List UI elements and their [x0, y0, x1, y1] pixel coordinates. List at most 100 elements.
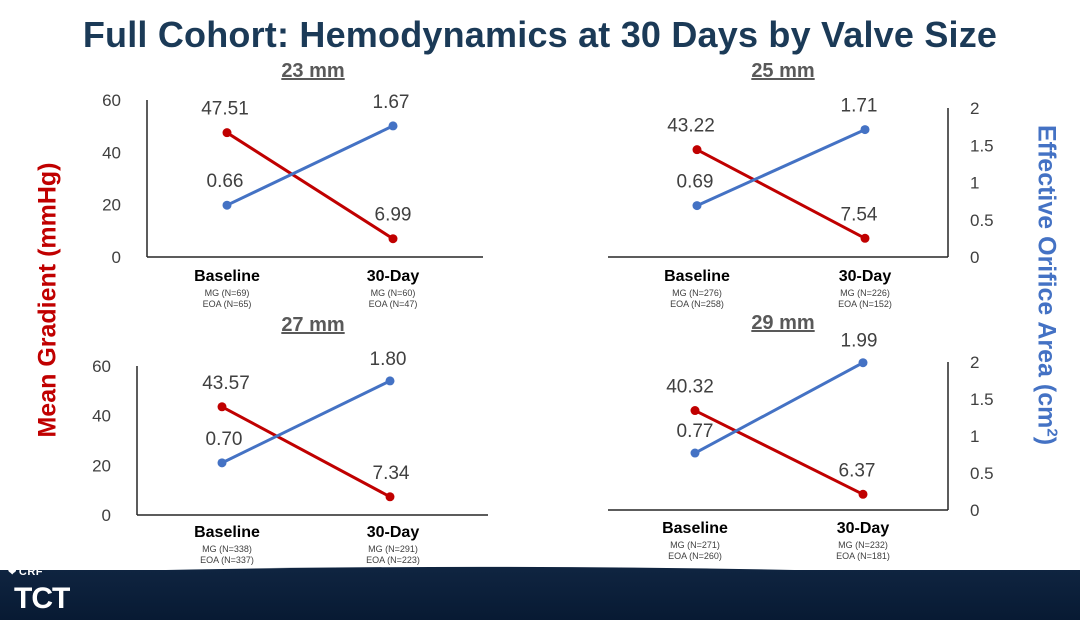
category-note-mg: MG (N=338)	[202, 544, 252, 554]
y-tick-right: 0	[970, 248, 979, 267]
y-tick-right: 1.5	[970, 390, 994, 409]
data-point-eoa	[690, 448, 700, 458]
y-tick-left: 20	[92, 456, 111, 475]
series-line-eoa	[696, 128, 866, 207]
chart-panel-27mm: 27 mm 0 20 40 60 43.57 7.34 0.70 1.80 Baseline …	[80, 314, 570, 574]
category-label-baseline: Baseline	[662, 520, 728, 537]
data-point-eoa	[388, 121, 398, 131]
data-label: 7.34	[373, 463, 410, 484]
data-label: 6.99	[375, 205, 412, 226]
category-label-30day: 30-Day	[836, 520, 890, 537]
y-axis-right-label-close: )	[1032, 436, 1061, 446]
chart-svg: 0 20 40 60 47.51 6.99 0.66 1.67	[102, 91, 483, 267]
y-axis-right-label-text: Effective Orifice Area (cm	[1032, 124, 1061, 429]
category-label-baseline: Baseline	[664, 268, 730, 285]
data-label: 6.37	[839, 460, 876, 481]
panel-title: 27 mm	[281, 314, 345, 336]
data-point-mg	[860, 233, 870, 243]
category-note-eoa: EOA (N=258)	[670, 299, 724, 309]
panel-title: 25 mm	[751, 60, 815, 82]
category-note-eoa: EOA (N=65)	[202, 299, 252, 309]
series-line-mg	[226, 131, 394, 240]
y-tick-right: 0.5	[970, 464, 994, 483]
data-point-eoa	[692, 201, 702, 211]
data-label: 1.80	[370, 349, 407, 370]
category-note-mg: MG (N=232)	[838, 540, 888, 550]
category-note-eoa: EOA (N=260)	[668, 551, 722, 561]
y-tick-right: 1	[970, 174, 979, 193]
data-point-mg	[692, 145, 702, 155]
y-tick-right: 1.5	[970, 136, 994, 155]
y-tick-right: 2	[970, 353, 979, 372]
category-label-30day: 30-Day	[366, 524, 420, 541]
chart-svg: 0 20 40 60 43.57 7.34 0.70 1.80	[92, 349, 488, 525]
data-label: 1.67	[373, 92, 410, 113]
category-note-mg: MG (N=226)	[840, 288, 890, 298]
category-note-mg: MG (N=276)	[672, 288, 722, 298]
crf-logo: ❤ CRF	[8, 566, 43, 578]
y-tick-right: 1	[970, 427, 979, 446]
crf-logo-text: CRF	[18, 566, 43, 578]
y-tick-right: 0.5	[970, 211, 994, 230]
y-tick-right: 0	[970, 501, 979, 520]
category-label-30day: 30-Day	[838, 268, 892, 285]
data-point-mg	[222, 128, 232, 138]
data-label: 47.51	[201, 99, 249, 120]
y-tick-left: 0	[102, 506, 111, 525]
y-axis-right-label-sup: 2	[1043, 428, 1061, 437]
y-axis-left-label: Mean Gradient (mmHg)	[33, 162, 62, 438]
data-label: 1.71	[841, 96, 878, 117]
data-label: 0.77	[677, 421, 714, 442]
category-note-eoa: EOA (N=181)	[836, 551, 890, 561]
category-note-eoa: EOA (N=47)	[368, 299, 418, 309]
chart-svg: 0 0.5 1 1.5 2 43.22 7.54 0.69 1.71	[608, 96, 994, 267]
chart-panel-29mm: 29 mm 0 0.5 1 1.5 2 40.32 6.37 0.77 1.99 Baselin…	[540, 312, 1030, 572]
panel-title: 23 mm	[281, 60, 345, 82]
data-point-mg	[388, 234, 398, 244]
y-tick-left: 60	[102, 91, 121, 110]
category-label-baseline: Baseline	[194, 268, 260, 285]
data-point-eoa	[385, 376, 395, 386]
chart-panel-23mm: 23 mm 0 20 40 60 47.51 6.99 0.66 1.67 Baseline …	[80, 60, 570, 320]
category-note-eoa: EOA (N=337)	[200, 555, 254, 565]
data-label: 0.69	[677, 172, 714, 193]
footer-bar	[0, 570, 1080, 620]
category-note-mg: MG (N=60)	[370, 288, 416, 298]
chevron-heart-icon: ❤	[8, 567, 17, 578]
series-line-mg	[696, 148, 866, 240]
data-label: 1.99	[841, 331, 878, 352]
tct-logo: TCT	[14, 582, 70, 615]
category-label-baseline: Baseline	[194, 524, 260, 541]
data-point-eoa	[222, 200, 232, 210]
category-label-30day: 30-Day	[366, 268, 420, 285]
data-point-eoa	[860, 125, 870, 135]
data-point-eoa	[858, 358, 868, 368]
y-axis-right-label: Effective Orifice Area (cm2)	[1031, 125, 1060, 445]
data-point-mg	[858, 489, 868, 499]
y-tick-right: 2	[970, 99, 979, 118]
series-line-eoa	[694, 361, 864, 455]
data-label: 0.70	[206, 429, 243, 450]
y-tick-left: 60	[92, 357, 111, 376]
data-label: 43.22	[667, 116, 715, 137]
data-label: 0.66	[207, 171, 244, 192]
chart-panel-25mm: 25 mm 0 0.5 1 1.5 2 43.22 7.54 0.69 1.71 Baselin…	[540, 60, 1030, 320]
y-tick-left: 20	[102, 196, 121, 215]
series-line-mg	[221, 405, 391, 499]
panel-title: 29 mm	[751, 312, 815, 334]
data-label: 40.32	[666, 377, 714, 398]
category-note-mg: MG (N=69)	[204, 288, 250, 298]
category-note-mg: MG (N=271)	[670, 540, 720, 550]
data-point-mg	[385, 492, 395, 502]
y-tick-left: 40	[92, 407, 111, 426]
series-line-mg	[694, 409, 864, 496]
data-point-eoa	[217, 458, 227, 468]
slide-title: Full Cohort: Hemodynamics at 30 Days by …	[82, 14, 998, 55]
category-note-eoa: EOA (N=152)	[838, 299, 892, 309]
y-tick-left: 0	[112, 248, 121, 267]
y-tick-left: 40	[102, 143, 121, 162]
category-note-mg: MG (N=291)	[368, 544, 418, 554]
data-label: 43.57	[202, 373, 250, 394]
chart-svg: 0 0.5 1 1.5 2 40.32 6.37 0.77 1.99	[608, 331, 994, 520]
series-line-eoa	[226, 124, 394, 207]
